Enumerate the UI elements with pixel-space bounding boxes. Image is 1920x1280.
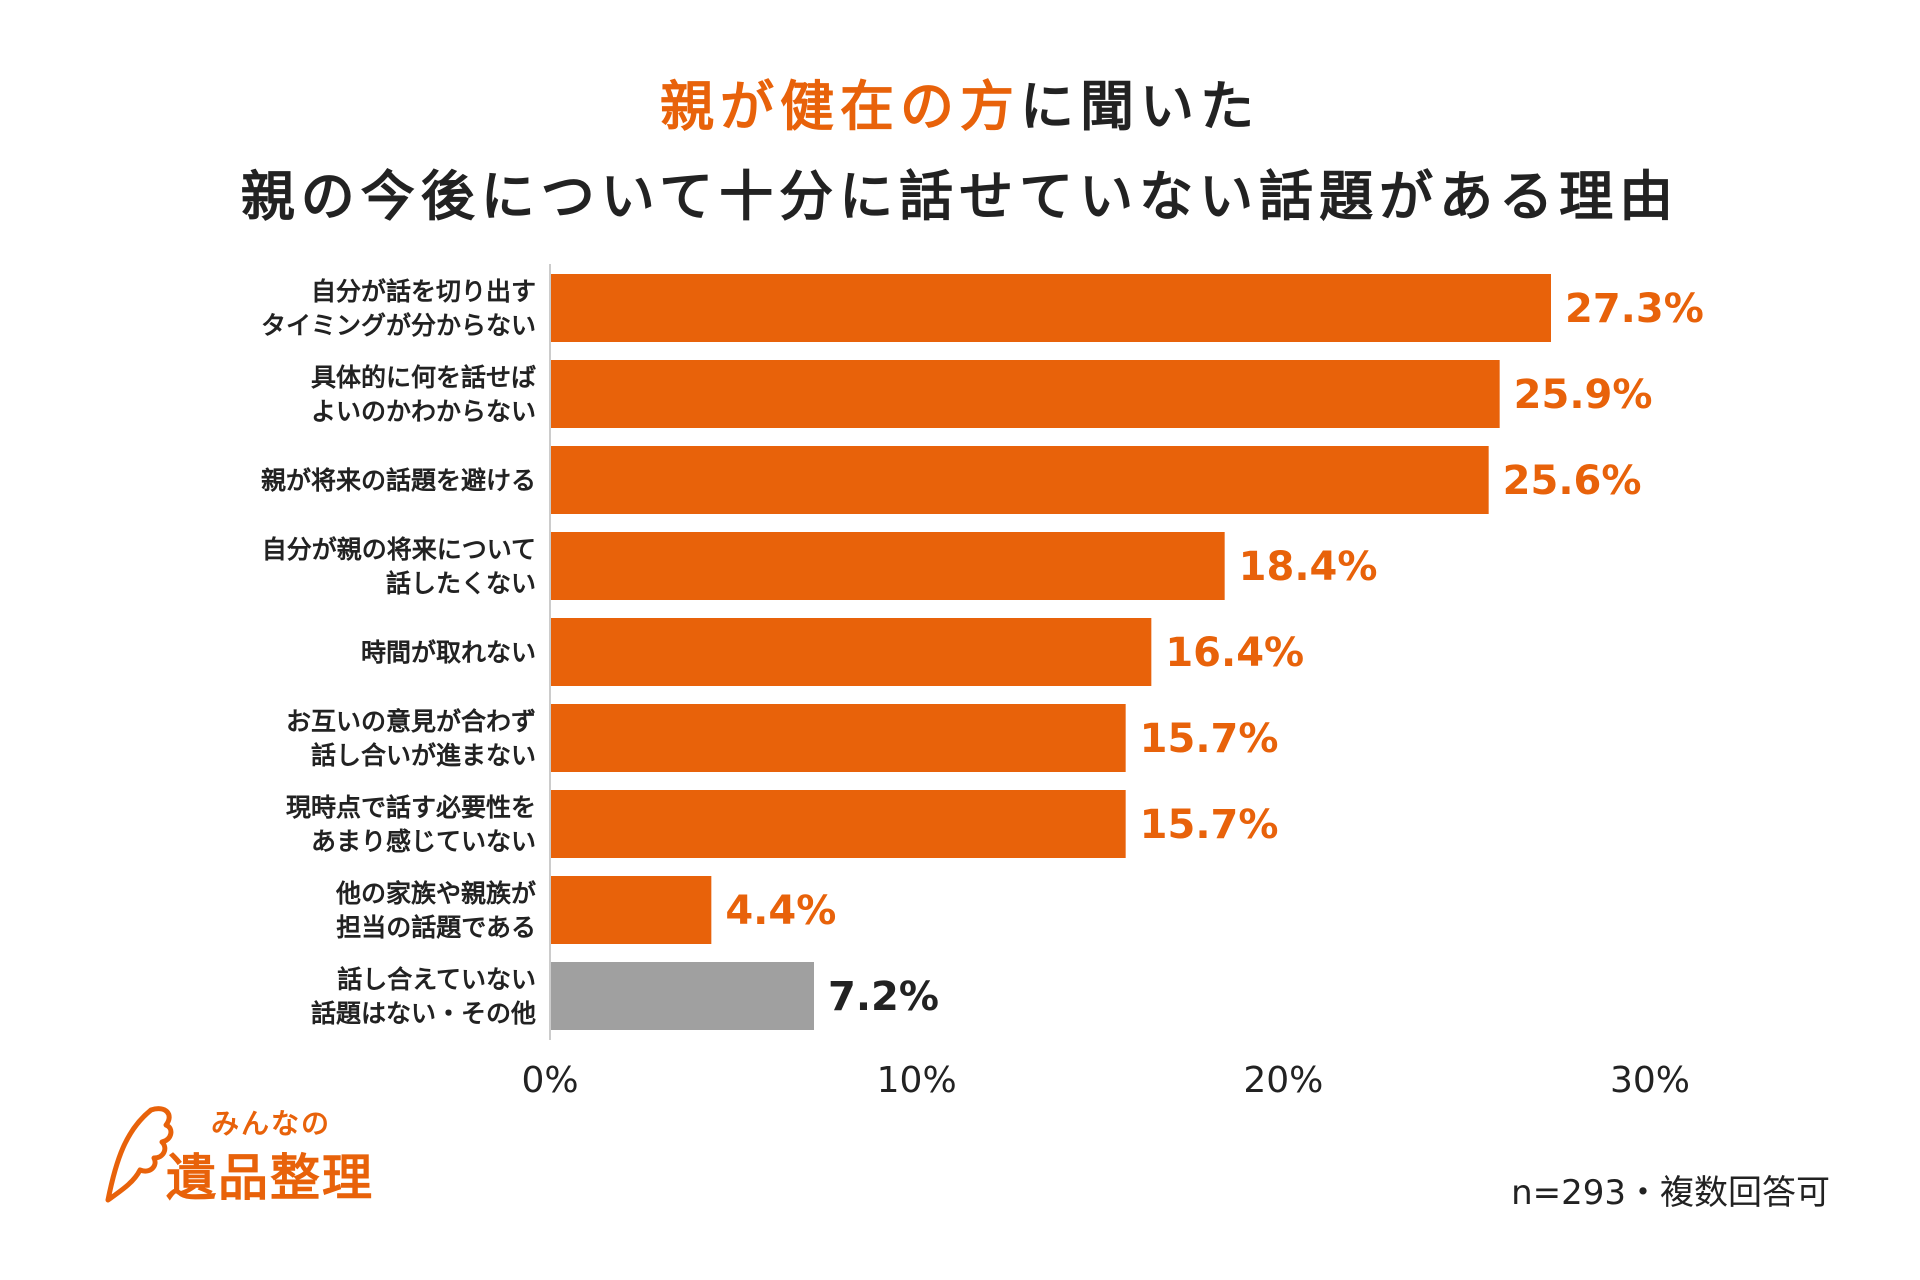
category-label-7-line-1: 現時点で話す必要性を <box>286 793 536 822</box>
chart-title-line2: 親の今後について十分に話せていない話題がある理由 <box>240 165 1680 228</box>
category-label-4-line-1: 自分が親の将来について <box>262 535 536 564</box>
category-label-9-line-1: 話し合えていない <box>337 965 536 994</box>
value-label-5: 16.4% <box>1165 630 1304 676</box>
bar-3 <box>550 446 1489 514</box>
category-label-1-line-1: 自分が話を切り出す <box>311 277 536 306</box>
value-label-6: 15.7% <box>1140 716 1279 762</box>
brand-logo: みんなの 遺品整理 <box>96 1100 426 1210</box>
category-label-8-line-2: 担当の話題である <box>336 913 536 942</box>
bar-4 <box>550 532 1225 600</box>
value-label-2: 25.9% <box>1514 372 1653 418</box>
value-label-1: 27.3% <box>1565 286 1704 332</box>
sample-note: n=293・複数回答可 <box>1511 1173 1830 1213</box>
bar-8 <box>550 876 712 944</box>
category-label-9-line-2: 話題はない・その他 <box>311 999 536 1028</box>
value-label-4: 18.4% <box>1239 544 1378 590</box>
category-label-6-line-2: 話し合いが進まない <box>311 741 536 770</box>
x-tick-label-3: 20% <box>1243 1060 1323 1101</box>
value-label-8: 4.4% <box>725 888 836 934</box>
title-rest: に聞いた <box>1020 75 1260 138</box>
value-label-7: 15.7% <box>1140 802 1279 848</box>
logo-small-text: みんなの <box>211 1107 332 1140</box>
bar-5 <box>550 618 1152 686</box>
bar-6 <box>550 704 1126 772</box>
category-label-7-line-2: あまり感じていない <box>311 827 536 856</box>
x-tick-label-4: 30% <box>1610 1060 1690 1101</box>
bar-7 <box>550 790 1126 858</box>
bar-2 <box>550 360 1500 428</box>
category-label-4-line-2: 話したくない <box>386 569 536 598</box>
x-tick-label-1: 0% <box>521 1060 578 1101</box>
value-label-9: 7.2% <box>828 974 939 1020</box>
bar-1 <box>550 274 1551 342</box>
category-label-2-line-2: よいのかわからない <box>311 397 536 426</box>
bar-9 <box>550 962 814 1030</box>
logo-big-text: 遺品整理 <box>166 1149 374 1207</box>
category-label-1-line-2: タイミングが分からない <box>261 311 536 340</box>
category-label-3-line-1: 親が将来の話題を避ける <box>261 466 536 495</box>
category-label-6-line-1: お互いの意見が合わず <box>286 707 536 736</box>
value-label-3: 25.6% <box>1503 458 1642 504</box>
title-accent: 親が健在の方 <box>660 75 1020 138</box>
category-label-8-line-1: 他の家族や親族が <box>335 879 536 908</box>
category-label-5-line-1: 時間が取れない <box>361 638 536 667</box>
wing-icon <box>105 1106 174 1203</box>
x-ticks-group: 0% 10% 20% 30% <box>521 1060 1690 1101</box>
x-tick-label-2: 10% <box>877 1060 957 1101</box>
category-label-2-line-1: 具体的に何を話せば <box>311 363 536 392</box>
chart-title-line1: 親が健在の方に聞いた <box>0 62 1920 141</box>
